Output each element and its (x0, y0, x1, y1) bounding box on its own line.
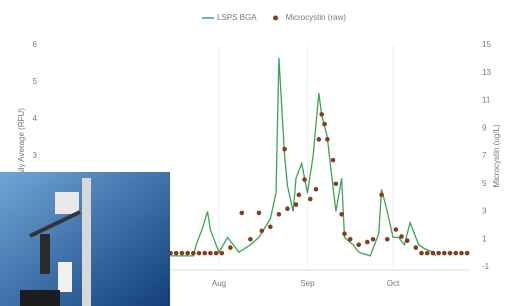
photo-sensor (40, 234, 50, 274)
photo-panel (55, 192, 79, 214)
photo (0, 0, 505, 306)
page: Algae Daily Average (RFU) Microcystin (u… (0, 0, 505, 306)
photo-box (20, 290, 60, 306)
photo-shield (58, 262, 72, 292)
photo-pole (82, 178, 91, 306)
